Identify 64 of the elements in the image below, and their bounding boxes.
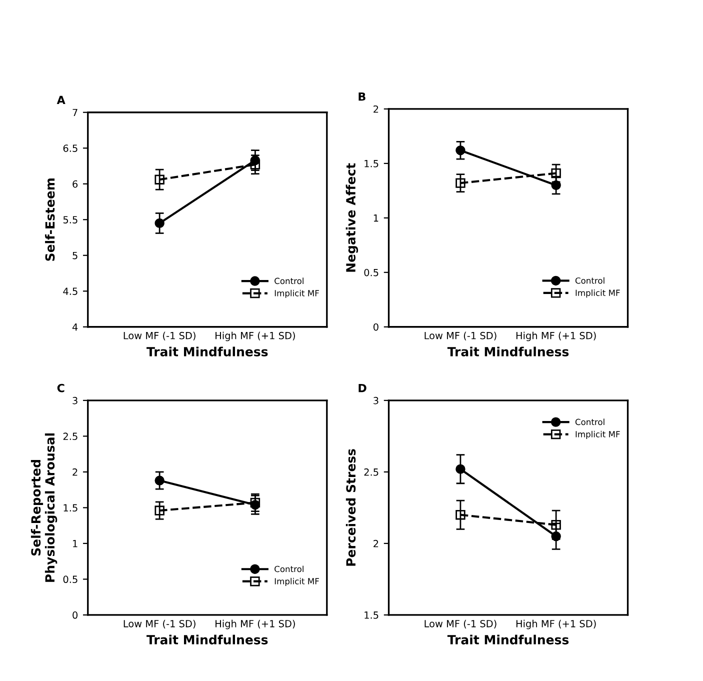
y-tick-label: 1.5	[364, 612, 378, 619]
y-tick-label: 0.5	[364, 268, 378, 276]
chart-title: D	[358, 384, 366, 392]
point	[456, 510, 466, 520]
x-axis-title: Trait Mindfulness	[447, 634, 569, 644]
y-tick-label: 5.5	[63, 216, 78, 224]
y-tick-label: 6.5	[63, 144, 78, 152]
y-tick-label: 1	[73, 540, 78, 548]
y-tick-label: 6	[72, 180, 78, 188]
y-tick-label: 0	[373, 323, 378, 331]
x-tick-label: High MF (+1 SD)	[516, 332, 596, 342]
x-tick-label: Low MF (-1 SD)	[424, 332, 496, 340]
y-axis-title: Negative Affect	[346, 163, 358, 272]
legend-label: Control	[274, 278, 304, 284]
point	[456, 464, 466, 474]
point	[551, 180, 561, 190]
y-tick-label: 1.5	[64, 504, 78, 512]
y-tick-label: 2.5	[364, 468, 378, 476]
x-tick-label: High MF (+1 SD)	[516, 620, 596, 630]
x-tick-label: Low MF (-1 SD)	[124, 332, 196, 340]
chart-title: B	[358, 92, 366, 101]
x-tick-label: Low MF (-1 SD)	[424, 620, 496, 628]
point	[551, 520, 561, 530]
y-tick-label: 0.5	[63, 576, 78, 584]
legend-label: Implicit MF	[576, 430, 620, 439]
y-tick-label: 2.5	[63, 432, 78, 440]
legend-label: Control	[575, 277, 604, 284]
y-tick-label: 1.5	[364, 160, 378, 168]
x-axis-title: Trait Mindfulness	[146, 634, 268, 644]
y-tick-label: 3	[374, 396, 378, 404]
y-tick-label: 2	[374, 540, 378, 548]
x-tick-label: Low MF (-1 SD)	[124, 620, 196, 628]
x-tick-label: High MF (+1 SD)	[216, 620, 295, 630]
x-tick-label: High MF (+1 SD)	[216, 332, 295, 342]
y-tick-label: 4.5	[63, 288, 78, 295]
point	[154, 218, 164, 228]
point	[456, 146, 466, 156]
y-tick-label: 3	[72, 396, 78, 404]
y-tick-label: 2	[374, 105, 378, 113]
chart-title: C	[57, 384, 64, 392]
y-tick-label: 1	[374, 214, 378, 222]
legend-label: Implicit MF	[576, 290, 620, 298]
point	[154, 476, 164, 486]
y-axis-title: Self-Reported Physiological Arousal	[30, 433, 58, 582]
point	[551, 168, 561, 178]
chart-title: A	[56, 96, 66, 104]
point	[456, 178, 466, 188]
legend-label: Control	[274, 566, 304, 572]
point	[154, 174, 164, 184]
y-tick-label: 2	[72, 468, 78, 476]
x-axis-title: Trait Mindfulness	[447, 346, 569, 356]
point	[250, 160, 260, 170]
legend-label: Implicit MF	[274, 578, 319, 586]
legend-label: Control	[575, 418, 604, 426]
x-axis-title: Trait Mindfulness	[146, 346, 268, 356]
y-tick-label: 0	[72, 611, 78, 619]
y-axis-title: Perceived Stress	[346, 449, 356, 566]
y-tick-label: 4	[72, 323, 78, 331]
y-tick-label: 7	[72, 108, 78, 116]
legend-label: Implicit MF	[274, 290, 319, 298]
point	[551, 531, 561, 542]
point	[154, 506, 164, 516]
y-tick-label: 5	[72, 252, 78, 260]
y-axis-title: Self-Esteem	[45, 178, 55, 261]
